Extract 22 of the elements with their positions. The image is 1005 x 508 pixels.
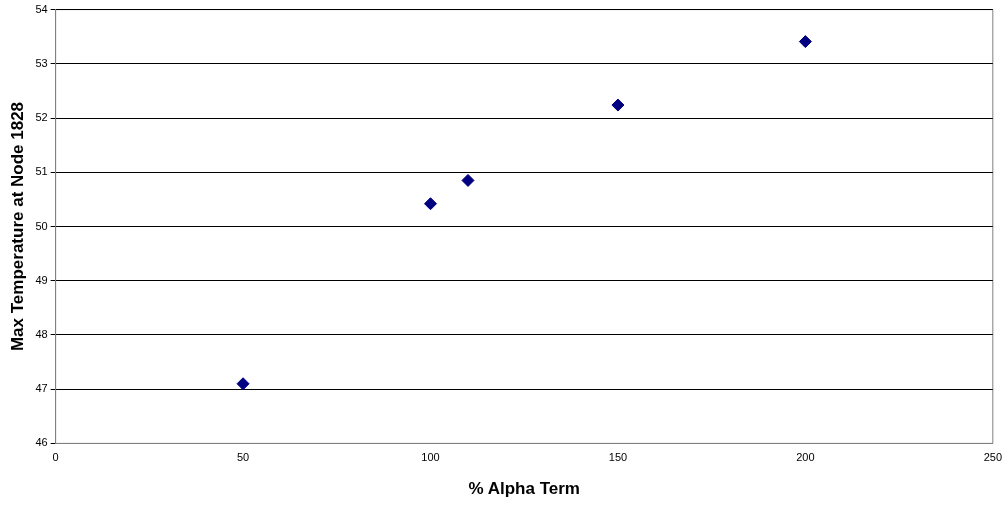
x-tick-label: 0 [52, 451, 59, 464]
point [461, 173, 475, 187]
y-tick-label: 46 [35, 436, 48, 449]
x-tick-label: 50 [236, 451, 250, 464]
y-axis-title: Max Temperature at Node 1828 [7, 101, 27, 352]
y-tick-label: 50 [35, 219, 48, 232]
x-tick-label: 100 [421, 451, 440, 464]
x-tick-label: 250 [983, 451, 1002, 464]
y-tick-label: 49 [35, 273, 48, 286]
y-tick-label: 52 [35, 111, 48, 124]
y-tick-label: 54 [35, 2, 48, 15]
point [236, 377, 250, 391]
x-tick-label: 200 [796, 451, 815, 464]
x-tick-label: 150 [608, 451, 628, 464]
point [424, 197, 438, 211]
point [611, 98, 625, 112]
y-tick-label: 48 [35, 327, 48, 340]
y-tick-label: 51 [35, 165, 48, 178]
x-axis-title: % Alpha Term [468, 479, 580, 499]
point [798, 35, 812, 49]
y-tick-label: 53 [35, 56, 48, 69]
y-tick-label: 47 [35, 382, 48, 395]
